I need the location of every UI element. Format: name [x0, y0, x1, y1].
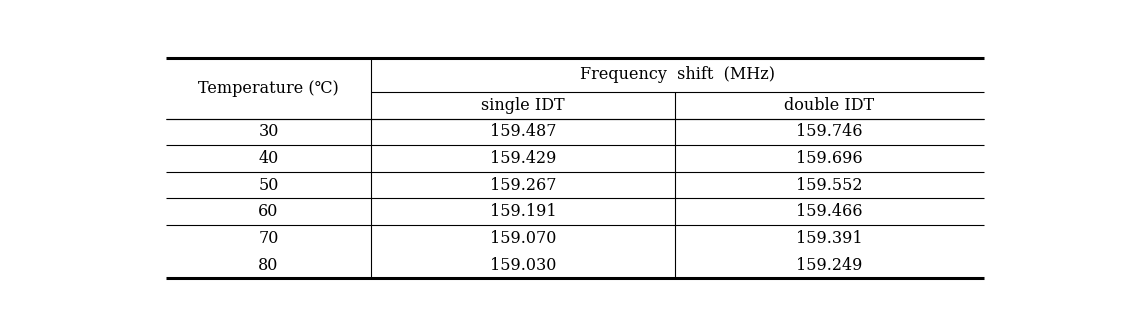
Text: 159.552: 159.552: [797, 177, 863, 194]
Text: 159.696: 159.696: [795, 150, 863, 167]
Text: 159.070: 159.070: [489, 230, 557, 247]
Text: 60: 60: [258, 203, 278, 220]
Text: 159.391: 159.391: [795, 230, 863, 247]
Text: 70: 70: [258, 230, 278, 247]
Text: 159.466: 159.466: [797, 203, 863, 220]
Text: 159.746: 159.746: [797, 123, 863, 141]
Text: 159.030: 159.030: [489, 257, 557, 274]
Text: single IDT: single IDT: [481, 97, 564, 114]
Text: Frequency  shift  (MHz): Frequency shift (MHz): [580, 67, 774, 84]
Text: 159.487: 159.487: [489, 123, 557, 141]
Text: 80: 80: [258, 257, 278, 274]
Text: 159.429: 159.429: [489, 150, 557, 167]
Text: 30: 30: [258, 123, 278, 141]
Text: 50: 50: [258, 177, 278, 194]
Text: 159.249: 159.249: [797, 257, 863, 274]
Text: double IDT: double IDT: [784, 97, 874, 114]
Text: 159.267: 159.267: [489, 177, 557, 194]
Text: Temperature (℃): Temperature (℃): [199, 80, 339, 97]
Text: 40: 40: [258, 150, 278, 167]
Text: 159.191: 159.191: [489, 203, 557, 220]
